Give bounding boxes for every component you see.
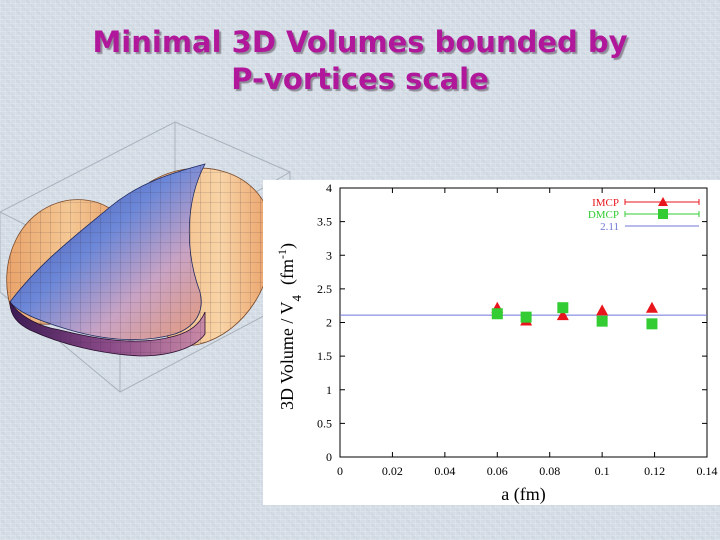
y-tick-label: 2.5 (317, 282, 332, 296)
dmcp-point (596, 315, 608, 327)
surface-base (9, 300, 206, 357)
y-tick-label: 3 (326, 248, 332, 262)
chart-marks (340, 301, 707, 330)
imcp-point (596, 304, 609, 316)
chart-ticks: 0 0.02 0.04 0.06 0.08 0.1 0.12 0.14 0 0.5 1 1.5 2 2.5… (317, 181, 718, 478)
y-tick-label: 0 (326, 450, 332, 464)
legend-marker (658, 209, 668, 219)
legend-label: DMCP (588, 209, 619, 221)
y-axis-title: 3D Volume / V4(fm-1) (275, 243, 304, 410)
y-tick-label: 0.5 (317, 416, 332, 430)
legend-marker (658, 197, 668, 206)
imcp-point (645, 301, 658, 313)
dmcp-point (491, 308, 503, 320)
y-tick-label: 1.5 (317, 349, 332, 363)
x-tick-label: 0.08 (539, 464, 560, 478)
x-tick-label: 0.06 (487, 464, 508, 478)
x-tick-label: 0.1 (595, 464, 610, 478)
imcp-point (556, 309, 569, 321)
dmcp-point (520, 311, 532, 323)
y-tick-label: 2 (326, 316, 332, 330)
x-tick-label: 0.02 (382, 464, 403, 478)
3d-surface-illustration (0, 121, 292, 393)
legend-label: IMCP (592, 197, 619, 209)
y-tick-label: 1 (326, 383, 332, 397)
x-tick-label: 0.04 (434, 464, 455, 478)
legend-label: 2.11 (600, 221, 619, 233)
x-tick-label: 0.12 (644, 464, 665, 478)
dmcp-point (557, 302, 569, 314)
x-tick-label: 0.14 (697, 464, 718, 478)
dmcp-point (646, 318, 658, 330)
y-tick-label: 3.5 (317, 215, 332, 229)
x-tick-label: 0 (337, 464, 343, 478)
surface-saddle (9, 163, 206, 340)
chart-panel: 0 0.02 0.04 0.06 0.08 0.1 0.12 0.14 0 0.5 1 1.5 2 2.5… (263, 180, 720, 505)
slide-title-line-2: P-vortices scale (231, 62, 489, 96)
scatter-chart: 0 0.02 0.04 0.06 0.08 0.1 0.12 0.14 0 0.5 1 1.5 2 2.5… (275, 181, 718, 505)
slide-title-line-1: Minimal 3D Volumes bounded by (92, 25, 628, 59)
x-axis-title: a (fm) (501, 484, 545, 505)
slide-title: Minimal 3D Volumes bounded by P-vortices… (0, 24, 720, 98)
y-tick-label: 4 (326, 181, 332, 195)
